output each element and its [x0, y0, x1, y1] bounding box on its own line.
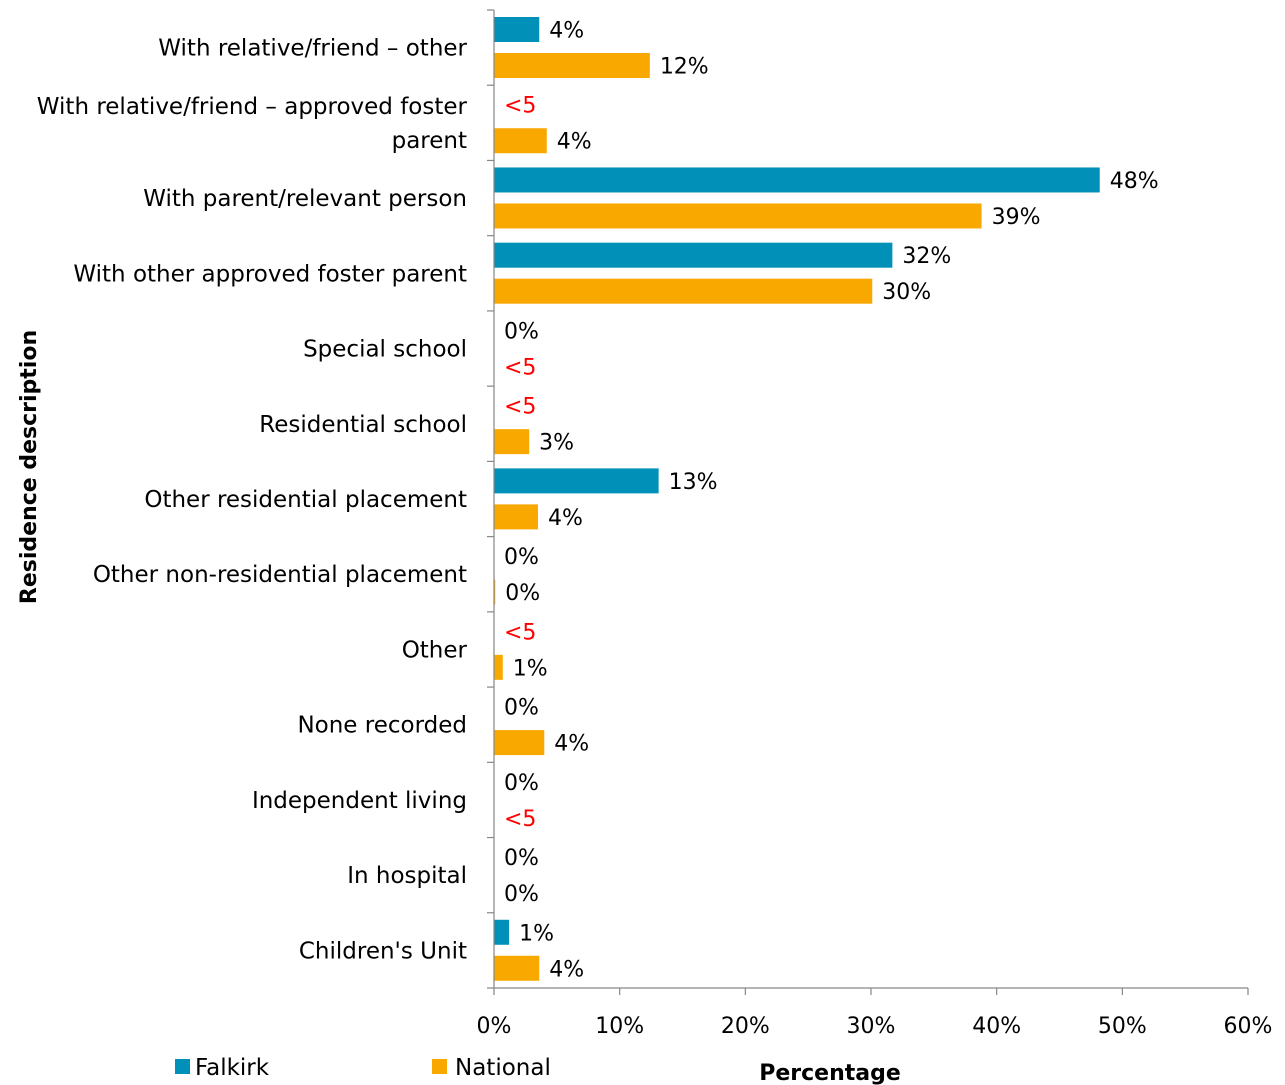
data-label-falkirk-6: 13% — [669, 470, 718, 495]
data-label-falkirk-3: 32% — [902, 244, 951, 269]
bar-national-8 — [494, 654, 503, 680]
category-label-1-line-0: With relative/friend – approved foster — [37, 94, 468, 120]
data-label-national-12: 4% — [549, 957, 584, 982]
data-label-national-3: 30% — [882, 280, 931, 305]
category-label-6: Other residential placement — [144, 487, 467, 513]
data-label-falkirk-2: 48% — [1110, 169, 1159, 194]
data-label-national-7: 0% — [505, 581, 540, 606]
data-label-national-11: 0% — [504, 882, 539, 907]
data-label-national-4: <5 — [504, 355, 536, 380]
category-label-11: In hospital — [347, 863, 467, 889]
data-label-falkirk-8: <5 — [504, 620, 536, 645]
axes-layer: 0% 10% 20% 30% 40% 50% 60% — [477, 9, 1273, 1039]
data-label-falkirk-7: 0% — [504, 545, 539, 570]
bar-national-2 — [494, 203, 982, 229]
data-label-falkirk-12: 1% — [519, 921, 554, 946]
x-axis-title: Percentage — [759, 1061, 901, 1085]
x-tick-label-4: 40% — [972, 1014, 1021, 1039]
data-label-falkirk-0: 4% — [549, 19, 584, 44]
category-labels-layer: With relative/friend – other With relativ… — [37, 36, 468, 965]
legend: Falkirk National — [175, 1055, 551, 1081]
bar-falkirk-0 — [494, 17, 540, 42]
data-label-national-0: 12% — [660, 55, 709, 80]
data-labels-layer: 4% <5 48% 32% 0% <5 13% 0% <5 0% 0% 0% 1% 12% 4% 39% 30%… — [504, 19, 1159, 983]
bar-falkirk-2 — [494, 167, 1100, 193]
bar-national-6 — [494, 504, 538, 530]
x-tick-label-6: 60% — [1224, 1014, 1273, 1039]
category-label-7: Other non-residential placement — [93, 562, 467, 588]
x-tick-label-3: 30% — [847, 1014, 896, 1039]
data-label-national-5: 3% — [539, 431, 574, 456]
data-label-national-1: 4% — [557, 130, 592, 155]
x-tick-label-0: 0% — [477, 1014, 512, 1039]
bar-national-1 — [494, 128, 547, 154]
bar-national-7 — [494, 579, 496, 605]
category-label-3: With other approved foster parent — [73, 261, 467, 287]
legend-label-national: National — [455, 1055, 551, 1081]
bar-falkirk-12 — [494, 919, 510, 945]
category-label-2: With parent/relevant person — [143, 186, 467, 212]
data-label-national-9: 4% — [554, 732, 589, 757]
bar-falkirk-3 — [494, 242, 893, 268]
data-label-falkirk-11: 0% — [504, 846, 539, 871]
data-label-national-8: 1% — [513, 656, 548, 681]
data-label-national-10: <5 — [504, 807, 536, 832]
legend-label-falkirk: Falkirk — [195, 1055, 270, 1081]
data-label-national-2: 39% — [992, 205, 1041, 230]
category-label-8: Other — [402, 637, 468, 663]
legend-swatch-falkirk — [175, 1059, 190, 1074]
bars-layer — [494, 17, 1100, 981]
data-label-falkirk-1: <5 — [504, 94, 536, 119]
bar-falkirk-6 — [494, 468, 659, 494]
data-label-falkirk-5: <5 — [504, 395, 536, 420]
y-axis-title: Residence description — [17, 330, 42, 604]
category-label-0: With relative/friend – other — [158, 36, 467, 62]
x-tick-label-2: 20% — [721, 1014, 770, 1039]
bar-national-12 — [494, 955, 540, 981]
bar-national-9 — [494, 730, 545, 756]
data-label-national-6: 4% — [548, 506, 583, 531]
bar-national-0 — [494, 53, 650, 78]
category-label-10: Independent living — [252, 788, 467, 814]
data-label-falkirk-4: 0% — [504, 319, 539, 344]
data-label-falkirk-9: 0% — [504, 696, 539, 721]
bar-national-3 — [494, 278, 873, 304]
category-label-5: Residential school — [259, 412, 467, 438]
x-tick-label-5: 50% — [1098, 1014, 1147, 1039]
category-label-12: Children's Unit — [299, 938, 467, 964]
bar-national-5 — [494, 429, 530, 455]
category-label-4: Special school — [303, 337, 467, 363]
category-label-9: None recorded — [297, 713, 467, 739]
data-label-falkirk-10: 0% — [504, 771, 539, 796]
x-tick-label-1: 10% — [595, 1014, 644, 1039]
legend-swatch-national — [432, 1059, 447, 1074]
category-label-1-line-1: parent — [392, 128, 467, 154]
